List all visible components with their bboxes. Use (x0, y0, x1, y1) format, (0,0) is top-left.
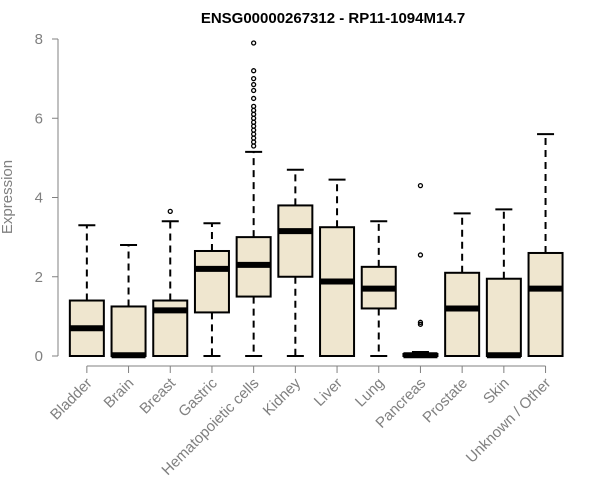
outlier-point (250, 68, 257, 74)
outlier-point (250, 103, 257, 110)
y-tick-label-2: 2 (35, 269, 43, 286)
box-skin (485, 208, 522, 359)
box-iqr (193, 249, 230, 314)
box-iqr (319, 226, 356, 357)
y-tick-label-4: 4 (35, 190, 43, 207)
box-bladder (68, 224, 105, 357)
box-pancreas (402, 182, 439, 359)
x-tick-label: Liver (311, 375, 346, 410)
box-lung (360, 220, 397, 357)
box-prostate (444, 212, 481, 358)
box-brain (110, 244, 147, 359)
box-iqr (277, 204, 314, 278)
outlier-point (167, 208, 173, 215)
x-tick-label: Lung (352, 375, 388, 411)
box-gastric (193, 222, 230, 357)
box-liver (319, 178, 356, 357)
x-tick-label: Skin (480, 375, 513, 408)
chart-title: ENSG00000267312 - RP11-1094M14.7 (201, 10, 465, 27)
outlier-point (417, 319, 424, 325)
outlier-point (417, 321, 424, 327)
outlier-point (250, 75, 257, 82)
box-unknown-other (527, 133, 564, 358)
x-tick-label: Kidney (260, 374, 305, 419)
outlier-point (250, 87, 257, 94)
box-kidney (277, 168, 314, 357)
x-tick-label: Breast (136, 374, 179, 417)
y-tick-label-8: 8 (35, 31, 43, 48)
box-iqr (527, 251, 564, 358)
y-axis: 0 2 4 6 8 (35, 31, 59, 365)
x-tick-label: Brain (101, 375, 138, 412)
outlier-point (417, 182, 424, 189)
boxes-group (68, 40, 564, 359)
box-breast (152, 208, 189, 357)
y-axis-label: Expression (0, 160, 16, 234)
outlier-point (250, 95, 257, 102)
outlier-point (250, 81, 257, 88)
outlier-point (417, 252, 424, 258)
y-tick-label-6: 6 (35, 110, 43, 127)
x-tick-label: Prostate (419, 375, 471, 427)
box-iqr (485, 277, 522, 358)
box-iqr (444, 271, 481, 358)
y-tick-label-0: 0 (35, 348, 43, 365)
outlier-point (250, 40, 257, 46)
box-hematopoietic-cells (235, 40, 272, 357)
x-tick-label: Bladder (47, 375, 96, 424)
box-iqr (110, 305, 147, 357)
